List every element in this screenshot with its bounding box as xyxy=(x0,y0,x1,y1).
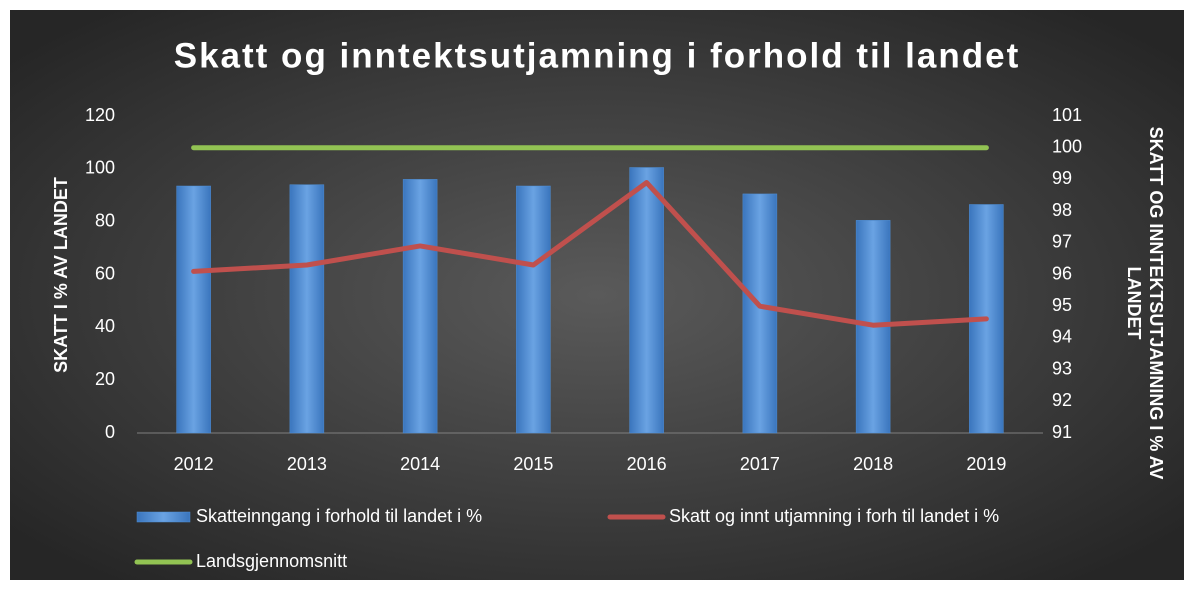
y-tick-label: 100 xyxy=(85,158,115,178)
y-tick-label: 20 xyxy=(95,369,115,389)
y2-tick-label: 92 xyxy=(1052,390,1072,410)
legend-label: Landsgjennomsnitt xyxy=(196,551,347,571)
x-tick-label: 2013 xyxy=(287,454,327,474)
line xyxy=(191,180,989,328)
x-tick-label: 2019 xyxy=(966,454,1006,474)
chart-title: Skatt og inntektsutjamning i forhold til… xyxy=(174,36,1021,75)
legend-label: Skatt og innt utjamning i forh til lande… xyxy=(669,506,999,526)
y2-axis-title: SKATT OG INNTEKTSUTJAMNING I % AV LANDET xyxy=(1124,126,1166,480)
bar xyxy=(742,193,778,434)
y2-tick-label: 99 xyxy=(1052,168,1072,188)
y2-tick-label: 101 xyxy=(1052,105,1082,125)
x-tick-label: 2012 xyxy=(174,454,214,474)
y2-tick-label: 96 xyxy=(1052,263,1072,283)
y-axis-title: SKATT I % AV LANDET xyxy=(51,177,71,373)
y2-tick-label: 93 xyxy=(1052,358,1072,378)
legend-label: Skatteinngang i forhold til landet i % xyxy=(196,506,482,526)
y-tick-label: 0 xyxy=(105,422,115,442)
x-tick-label: 2017 xyxy=(740,454,780,474)
x-tick-label: 2016 xyxy=(627,454,667,474)
y-tick-label: 120 xyxy=(85,105,115,125)
x-tick-label: 2014 xyxy=(400,454,440,474)
legend-swatch xyxy=(136,511,191,523)
y2-tick-label: 100 xyxy=(1052,136,1082,156)
bar xyxy=(402,179,438,434)
y-tick-label: 40 xyxy=(95,316,115,336)
y-tick-label: 60 xyxy=(95,263,115,283)
bar xyxy=(629,167,664,434)
y2-tick-label: 95 xyxy=(1052,295,1072,315)
y2-tick-label: 91 xyxy=(1052,422,1072,442)
y2-tick-label: 94 xyxy=(1052,327,1072,347)
y-tick-label: 80 xyxy=(95,210,115,230)
bar xyxy=(176,185,211,434)
bar xyxy=(289,184,325,434)
y2-tick-label: 97 xyxy=(1052,232,1072,252)
x-tick-label: 2015 xyxy=(513,454,553,474)
x-tick-label: 2018 xyxy=(853,454,893,474)
y2-tick-label: 98 xyxy=(1052,200,1072,220)
bar xyxy=(516,185,551,434)
